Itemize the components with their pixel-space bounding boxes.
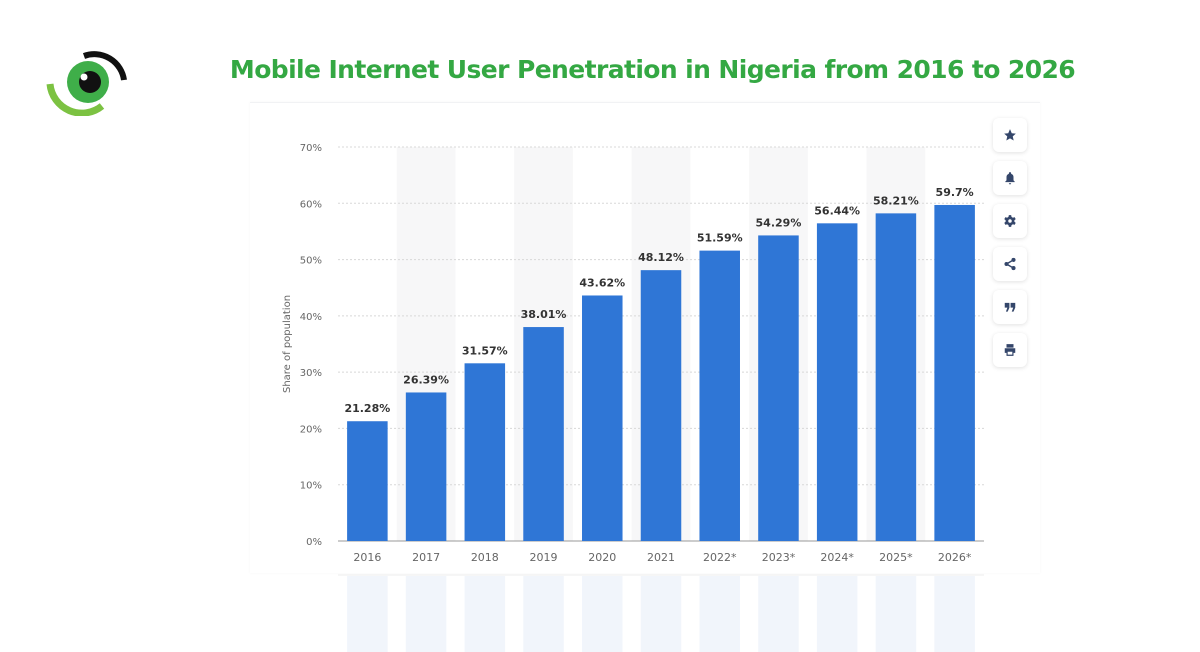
y-tick-label: 10% xyxy=(300,481,322,492)
bar xyxy=(816,223,858,541)
y-tick-label: 20% xyxy=(300,424,322,435)
x-tick-label: 2024* xyxy=(820,551,854,564)
share-icon xyxy=(1004,257,1016,271)
bar-chart: 0% 10% 20% 30% 40% 50% 60% 70% Share of populati… xyxy=(282,143,984,564)
chart-panel: 0% 10% 20% 30% 40% 50% 60% 70% Share of populati… xyxy=(250,102,1040,573)
bar xyxy=(699,250,740,541)
bell-icon xyxy=(1005,172,1015,185)
data-label: 59.7% xyxy=(936,186,974,199)
data-label: 58.21% xyxy=(873,194,919,207)
print-button[interactable] xyxy=(993,333,1027,367)
settings-button[interactable] xyxy=(993,204,1027,238)
data-label: 51.59% xyxy=(697,232,743,245)
reflection-bar xyxy=(347,576,388,652)
y-tick-label: 40% xyxy=(300,312,322,323)
reflection-bar xyxy=(405,576,447,652)
y-tick-label: 50% xyxy=(300,256,322,267)
chart-toolbar xyxy=(993,118,1027,376)
data-label: 38.01% xyxy=(521,308,567,321)
page-title: Mobile Internet User Penetration in Nige… xyxy=(229,55,1076,84)
data-label: 26.39% xyxy=(403,373,449,386)
x-tick-label: 2020 xyxy=(588,551,616,564)
x-tick-label: 2023* xyxy=(762,551,796,564)
x-tick-label: 2021 xyxy=(647,551,675,564)
chart-reflection xyxy=(250,572,1040,652)
y-tick-label: 30% xyxy=(300,368,322,379)
y-tick-label: 70% xyxy=(300,143,322,154)
bar xyxy=(640,270,682,541)
reflection-bar xyxy=(875,576,917,652)
reflection-bar xyxy=(758,576,799,652)
reflection-bar xyxy=(464,576,506,652)
bar xyxy=(523,327,564,541)
x-tick-label: 2019 xyxy=(530,551,558,564)
data-label: 21.28% xyxy=(344,402,390,415)
share-button[interactable] xyxy=(993,247,1027,281)
reflection-bar xyxy=(934,576,975,652)
x-tick-label: 2018 xyxy=(471,551,499,564)
gear-icon xyxy=(1004,215,1016,227)
notification-button[interactable] xyxy=(993,161,1027,195)
data-label: 54.29% xyxy=(756,216,802,229)
quote-icon xyxy=(1004,302,1016,312)
print-icon xyxy=(1004,344,1016,356)
bar xyxy=(582,295,623,541)
y-tick-label: 60% xyxy=(300,199,322,210)
y-axis-title: Share of population xyxy=(282,295,293,393)
bar xyxy=(934,204,975,541)
reflection-graphic xyxy=(338,574,984,652)
bar xyxy=(347,421,388,541)
favorite-button[interactable] xyxy=(993,118,1027,152)
reflection-bar xyxy=(640,576,682,652)
data-label: 43.62% xyxy=(579,276,625,289)
bar xyxy=(875,213,917,542)
x-tick-label: 2022* xyxy=(703,551,737,564)
y-tick-label: 0% xyxy=(306,537,322,548)
data-label: 31.57% xyxy=(462,344,508,357)
data-label: 56.44% xyxy=(814,204,860,217)
reflection-bar xyxy=(699,576,740,652)
data-label: 48.12% xyxy=(638,251,684,264)
x-tick-label: 2025* xyxy=(879,551,913,564)
x-tick-label: 2016 xyxy=(353,551,381,564)
cite-button[interactable] xyxy=(993,290,1027,324)
reflection-bar xyxy=(523,576,564,652)
bar xyxy=(758,235,799,541)
bar xyxy=(405,392,447,541)
x-tick-label: 2026* xyxy=(938,551,972,564)
x-tick-label: 2017 xyxy=(412,551,440,564)
reflection-bar xyxy=(582,576,623,652)
reflection-bar xyxy=(816,576,858,652)
bar xyxy=(464,363,506,541)
star-icon xyxy=(1004,129,1016,141)
eye-logo-icon xyxy=(46,51,127,116)
